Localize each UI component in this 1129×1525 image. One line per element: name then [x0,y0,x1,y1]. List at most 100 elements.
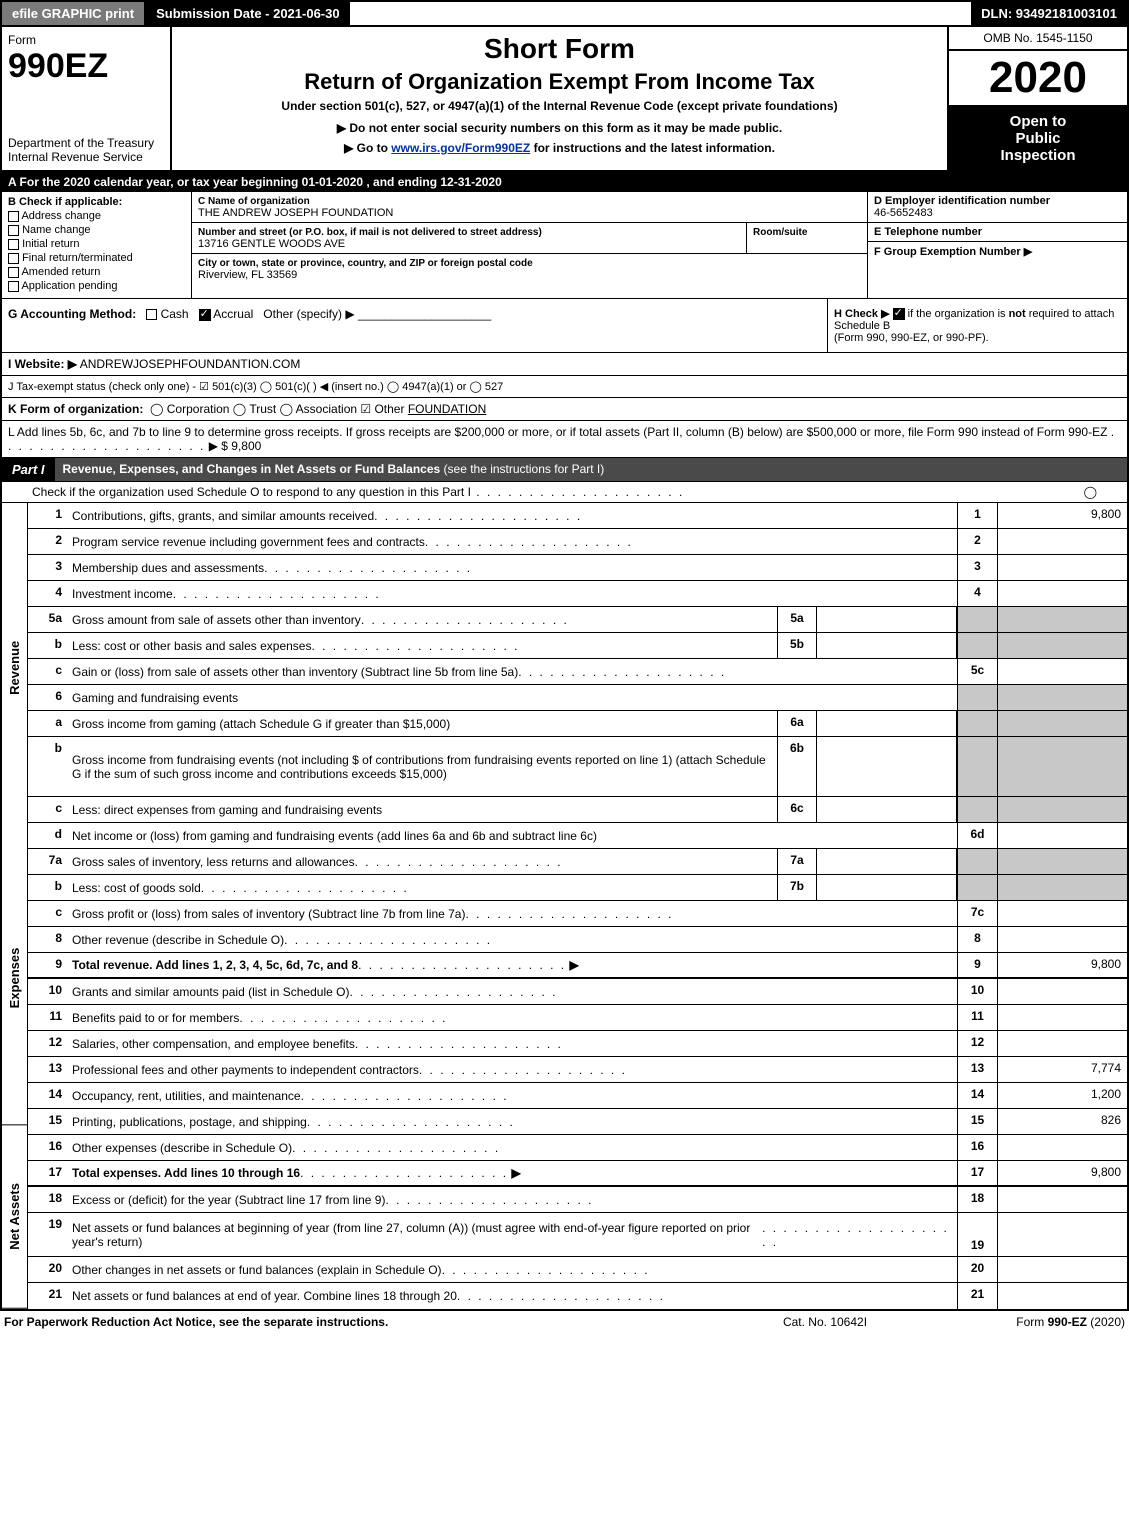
note-ssn: ▶ Do not enter social security numbers o… [182,121,937,135]
l6a-num: a [28,711,68,736]
l11-desc: Benefits paid to or for members [72,1011,239,1025]
l6b-mv [817,737,957,796]
line-3: 3 Membership dues and assessments 3 [28,555,1127,581]
k-other: FOUNDATION [408,402,486,416]
l10-num: 10 [28,979,68,1004]
l3-desc: Membership dues and assessments [72,561,264,575]
l19-rn: 19 [957,1213,997,1256]
l5a-desc: Gross amount from sale of assets other t… [72,613,361,627]
l16-num: 16 [28,1135,68,1160]
l14-num: 14 [28,1083,68,1108]
b-header: B Check if applicable: [8,196,122,208]
line-8: 8 Other revenue (describe in Schedule O)… [28,927,1127,953]
l17-rv: 9,800 [997,1161,1127,1185]
l10-desc: Grants and similar amounts paid (list in… [72,985,349,999]
efile-print-button[interactable]: efile GRAPHIC print [2,2,146,25]
l17-desc: Total expenses. Add lines 10 through 16 [72,1166,300,1180]
l1-rn: 1 [957,503,997,528]
l10-rn: 10 [957,979,997,1004]
footer-r-pre: Form [1016,1315,1047,1329]
part1-sub-box[interactable]: ◯ [1083,485,1097,499]
l7c-desc: Gross profit or (loss) from sales of inv… [72,907,465,921]
line-12: 12 Salaries, other compensation, and emp… [28,1031,1127,1057]
l4-rv [997,581,1127,606]
l5c-num: c [28,659,68,684]
line-6d: d Net income or (loss) from gaming and f… [28,823,1127,849]
c-addr-row: Number and street (or P.O. box, if mail … [192,223,867,254]
l5b-num: b [28,633,68,658]
cb-cash[interactable] [146,309,157,320]
l6d-num: d [28,823,68,848]
l5c-desc: Gain or (loss) from sale of assets other… [72,665,518,679]
l6b-desc: Gross income from fundraising events (no… [72,753,773,781]
c-name-label: C Name of organization [198,196,310,207]
cb-initial-return[interactable]: Initial return [8,238,185,250]
g-label: G Accounting Method: [8,307,136,321]
l6c-rn [957,797,997,822]
tab-net-assets: Net Assets [2,1125,27,1309]
l19-rv [997,1213,1127,1256]
l15-desc: Printing, publications, postage, and shi… [72,1115,307,1129]
part1-header: Part I Revenue, Expenses, and Changes in… [0,458,1129,482]
cb-name-change[interactable]: Name change [8,224,185,236]
line-6c: c Less: direct expenses from gaming and … [28,797,1127,823]
l7a-rn [957,849,997,874]
cb-final-return[interactable]: Final return/terminated [8,252,185,264]
l6d-rv [997,823,1127,848]
l3-num: 3 [28,555,68,580]
l1-desc: Contributions, gifts, grants, and simila… [72,509,374,523]
row-l-gross-receipts: L Add lines 5b, 6c, and 7b to line 9 to … [0,421,1129,458]
l6a-mv [817,711,957,736]
part1-tag: Part I [2,458,55,481]
line-14: 14 Occupancy, rent, utilities, and maint… [28,1083,1127,1109]
cb-h-checked[interactable] [893,308,905,320]
line-5b: b Less: cost or other basis and sales ex… [28,633,1127,659]
l20-rn: 20 [957,1257,997,1282]
l7b-rv [997,875,1127,900]
d-ein: 46-5652483 [874,207,933,219]
j-text: J Tax-exempt status (check only one) - ☑… [8,381,503,393]
line-17: 17 Total expenses. Add lines 10 through … [28,1161,1127,1187]
line-13: 13 Professional fees and other payments … [28,1057,1127,1083]
l5b-desc: Less: cost or other basis and sales expe… [72,639,311,653]
l14-desc: Occupancy, rent, utilities, and maintena… [72,1089,301,1103]
tab-revenue: Revenue [2,503,27,832]
l6c-rv [997,797,1127,822]
f-label: F Group Exemption Number ▶ [874,246,1032,258]
cb-application-pending[interactable]: Application pending [8,280,185,292]
footer: For Paperwork Reduction Act Notice, see … [0,1311,1129,1333]
l18-rn: 18 [957,1187,997,1212]
l21-num: 21 [28,1283,68,1309]
arrow-icon: ▶ [511,1166,520,1180]
l19-desc: Net assets or fund balances at beginning… [72,1221,762,1249]
k-label: K Form of organization: [8,402,143,416]
tab-expenses: Expenses [2,832,27,1125]
cb-amended-return[interactable]: Amended return [8,266,185,278]
l7b-num: b [28,875,68,900]
footer-right: Form 990-EZ (2020) [925,1315,1125,1329]
cb-address-change[interactable]: Address change [8,210,185,222]
l6a-rn [957,711,997,736]
h-t3: (Form 990, 990-EZ, or 990-PF). [834,332,989,344]
i-label: I Website: ▶ [8,357,77,371]
open3: Inspection [951,147,1125,164]
irs-link[interactable]: www.irs.gov/Form990EZ [391,141,530,155]
l10-rv [997,979,1127,1004]
title-short-form: Short Form [182,33,937,65]
l7b-desc: Less: cost of goods sold [72,881,201,895]
cb-accrual-checked[interactable] [199,309,211,321]
line-10: 10 Grants and similar amounts paid (list… [28,979,1127,1005]
l6c-mv [817,797,957,822]
main-table: Revenue Expenses Net Assets 1 Contributi… [0,503,1129,1311]
c-city-label: City or town, state or province, country… [198,258,533,269]
l16-rn: 16 [957,1135,997,1160]
l7a-rv [997,849,1127,874]
l5b-rv [997,633,1127,658]
l18-num: 18 [28,1187,68,1212]
c-room: Room/suite [747,223,867,253]
h-schedule-b: H Check ▶ if the organization is not req… [827,299,1127,352]
line-15: 15 Printing, publications, postage, and … [28,1109,1127,1135]
line-21: 21 Net assets or fund balances at end of… [28,1283,1127,1309]
row-i-website: I Website: ▶ ANDREWJOSEPHFOUNDANTION.COM [0,353,1129,376]
l5a-rn [957,607,997,632]
